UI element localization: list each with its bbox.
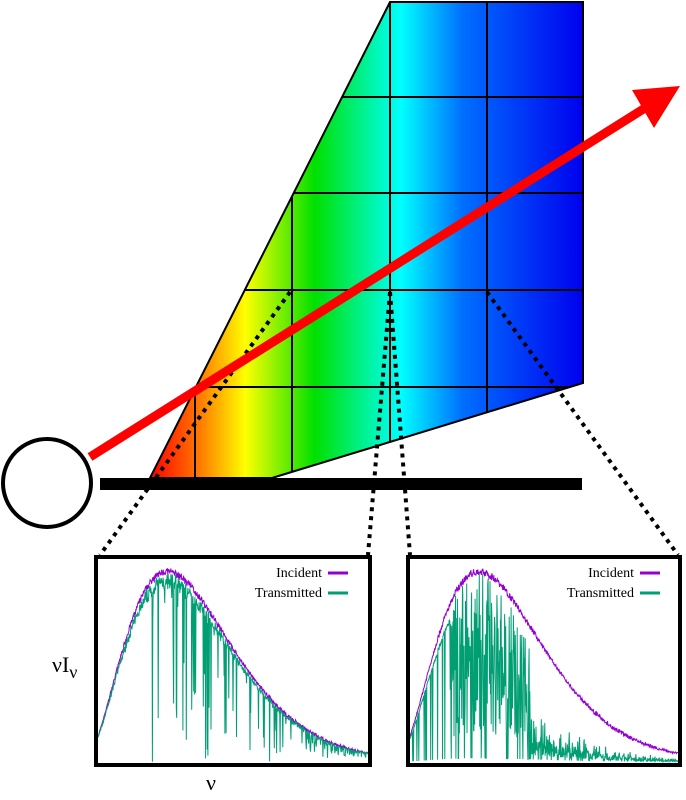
- legend-label: Transmitted: [255, 586, 322, 601]
- disk-plane: [100, 478, 582, 490]
- x-axis-label: ν: [206, 770, 216, 795]
- source: [1, 437, 93, 529]
- ray: [87, 104, 648, 461]
- slab: [150, 2, 583, 478]
- legend-label: Incident: [276, 566, 322, 581]
- spectrum-line: [98, 568, 368, 755]
- ray-head: [632, 86, 680, 128]
- y-axis-label: νIν: [52, 652, 77, 682]
- y-axis-label-main: νI: [52, 652, 69, 677]
- spectrum-line: [410, 568, 678, 756]
- spectrum-line: [410, 573, 678, 763]
- legend-label: Transmitted: [567, 586, 634, 601]
- spectrum-left: [98, 568, 368, 762]
- panel-right: [406, 555, 682, 767]
- legend-label: Incident: [588, 566, 634, 581]
- spectrum-line: [98, 574, 368, 762]
- y-axis-label-sub: ν: [69, 662, 77, 682]
- zoom-lines: [98, 290, 680, 557]
- spectrum-right: [410, 568, 678, 763]
